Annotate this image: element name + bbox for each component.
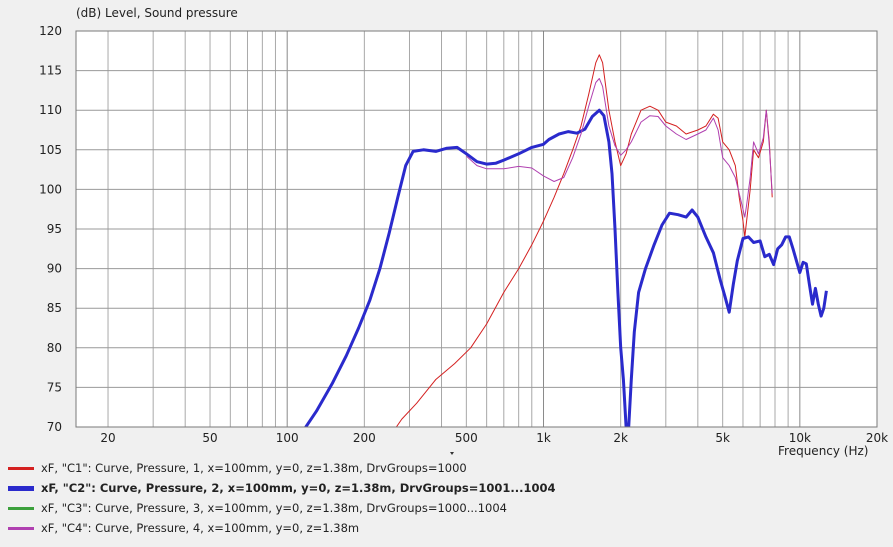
x-tick-label: 5k <box>715 431 730 445</box>
legend-item-c1[interactable]: xF, "C1": Curve, Pressure, 1, x=100mm, y… <box>0 458 893 478</box>
plot-frame <box>75 30 878 428</box>
legend-label: xF, "C1": Curve, Pressure, 1, x=100mm, y… <box>41 461 467 475</box>
series-line-c4 <box>466 78 773 218</box>
y-tick-label: 90 <box>47 262 62 276</box>
y-tick-label: 85 <box>47 301 62 315</box>
x-axis-ticks: 20 50 100 200 500 1k 2k 5k 10k 20k <box>100 431 888 445</box>
cursor-marker-icon <box>450 452 454 455</box>
y-tick-label: 95 <box>47 222 62 236</box>
legend-swatch <box>8 467 34 470</box>
legend-swatch <box>8 486 34 491</box>
y-tick-label: 110 <box>39 103 62 117</box>
legend-swatch <box>8 507 34 510</box>
y-axis-ticks: 120 115 110 105 100 95 90 85 80 75 70 <box>39 24 62 434</box>
y-tick-label: 115 <box>39 64 62 78</box>
x-tick-label: 10k <box>789 431 811 445</box>
x-axis-label: Frequency (Hz) <box>778 444 869 458</box>
y-axis-label: (dB) Level, Sound pressure <box>76 6 238 20</box>
chart-svg: 120 115 110 105 100 95 90 85 80 75 70 20 50 100 200 50… <box>39 24 888 455</box>
x-tick-label: 100 <box>276 431 299 445</box>
legend-swatch <box>8 527 34 530</box>
y-tick-label: 75 <box>47 380 62 394</box>
legend-label: xF, "C2": Curve, Pressure, 2, x=100mm, y… <box>41 481 556 495</box>
x-tick-label: 20k <box>866 431 888 445</box>
series-line-c1 <box>395 54 773 427</box>
legend-item-c3[interactable]: xF, "C3": Curve, Pressure, 3, x=100mm, y… <box>0 498 893 518</box>
legend-label: xF, "C4": Curve, Pressure, 4, x=100mm, y… <box>41 521 360 535</box>
legend-item-c2[interactable]: xF, "C2": Curve, Pressure, 2, x=100mm, y… <box>0 478 893 498</box>
x-tick-label: 20 <box>100 431 115 445</box>
x-tick-label: 50 <box>202 431 217 445</box>
x-tick-label: 2k <box>613 431 628 445</box>
y-tick-label: 70 <box>47 420 62 434</box>
legend-label: xF, "C3": Curve, Pressure, 3, x=100mm, y… <box>41 501 507 515</box>
y-tick-label: 105 <box>39 143 62 157</box>
x-tick-label: 1k <box>536 431 551 445</box>
legend-item-c4[interactable]: xF, "C4": Curve, Pressure, 4, x=100mm, y… <box>0 518 893 538</box>
y-tick-label: 100 <box>39 182 62 196</box>
series-lines <box>303 54 828 427</box>
y-tick-label: 80 <box>47 341 62 355</box>
x-tick-label: 500 <box>455 431 478 445</box>
series-line-c2 <box>303 108 828 427</box>
y-tick-label: 120 <box>39 24 62 38</box>
x-tick-label: 200 <box>353 431 376 445</box>
